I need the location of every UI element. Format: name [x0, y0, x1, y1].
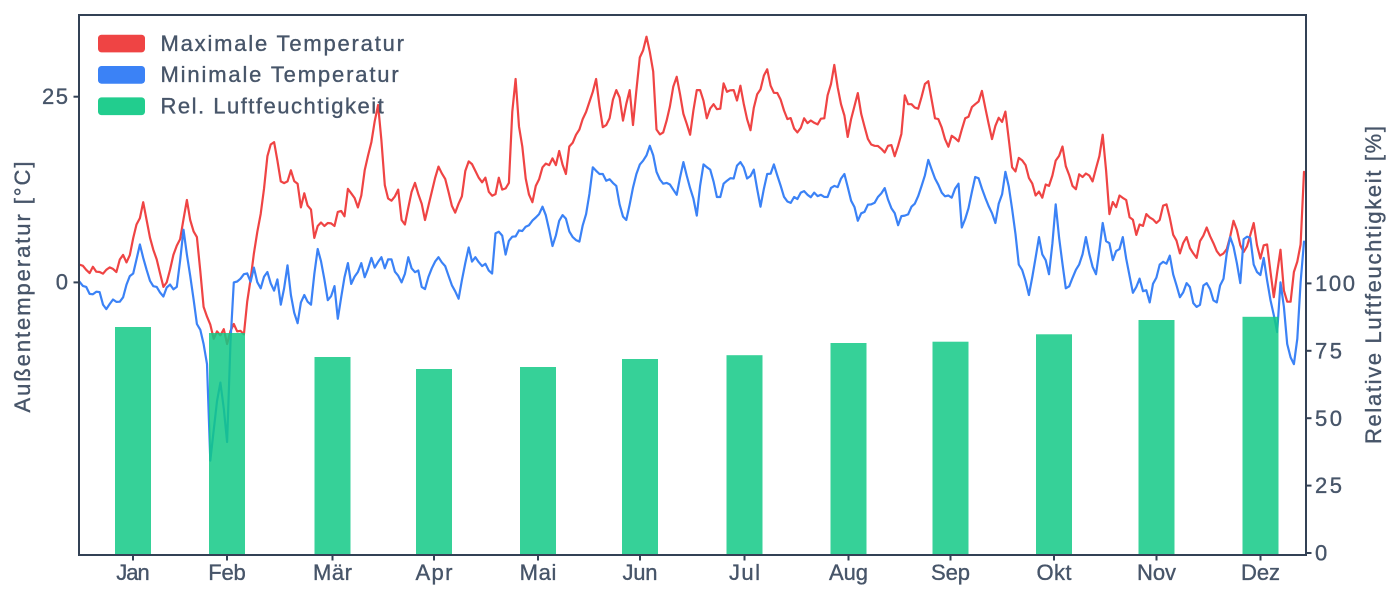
- svg-text:Aug: Aug: [829, 560, 868, 585]
- svg-text:Feb: Feb: [208, 560, 246, 585]
- svg-text:Minimale Temperatur: Minimale Temperatur: [161, 62, 399, 87]
- svg-text:0: 0: [56, 270, 68, 295]
- svg-text:Außentemperatur [°C]: Außentemperatur [°C]: [10, 162, 35, 413]
- svg-text:Dez: Dez: [1241, 560, 1280, 585]
- svg-text:Jul: Jul: [729, 560, 760, 585]
- svg-text:Jun: Jun: [623, 560, 658, 585]
- svg-text:25: 25: [42, 84, 68, 109]
- svg-text:Rel. Luftfeuchtigkeit: Rel. Luftfeuchtigkeit: [161, 94, 384, 119]
- svg-text:Maximale Temperatur: Maximale Temperatur: [161, 31, 405, 56]
- svg-text:Relative Luftfeuchtigkeit [%]: Relative Luftfeuchtigkeit [%]: [1361, 126, 1386, 444]
- svg-text:0: 0: [1315, 541, 1327, 566]
- svg-text:Nov: Nov: [1137, 560, 1176, 585]
- svg-text:Mai: Mai: [520, 560, 557, 585]
- svg-text:Mär: Mär: [313, 560, 352, 585]
- svg-text:Okt: Okt: [1037, 560, 1072, 585]
- svg-text:Apr: Apr: [416, 560, 453, 585]
- svg-text:Sep: Sep: [931, 560, 970, 585]
- svg-text:Jan: Jan: [116, 560, 150, 585]
- svg-text:100: 100: [1315, 271, 1355, 296]
